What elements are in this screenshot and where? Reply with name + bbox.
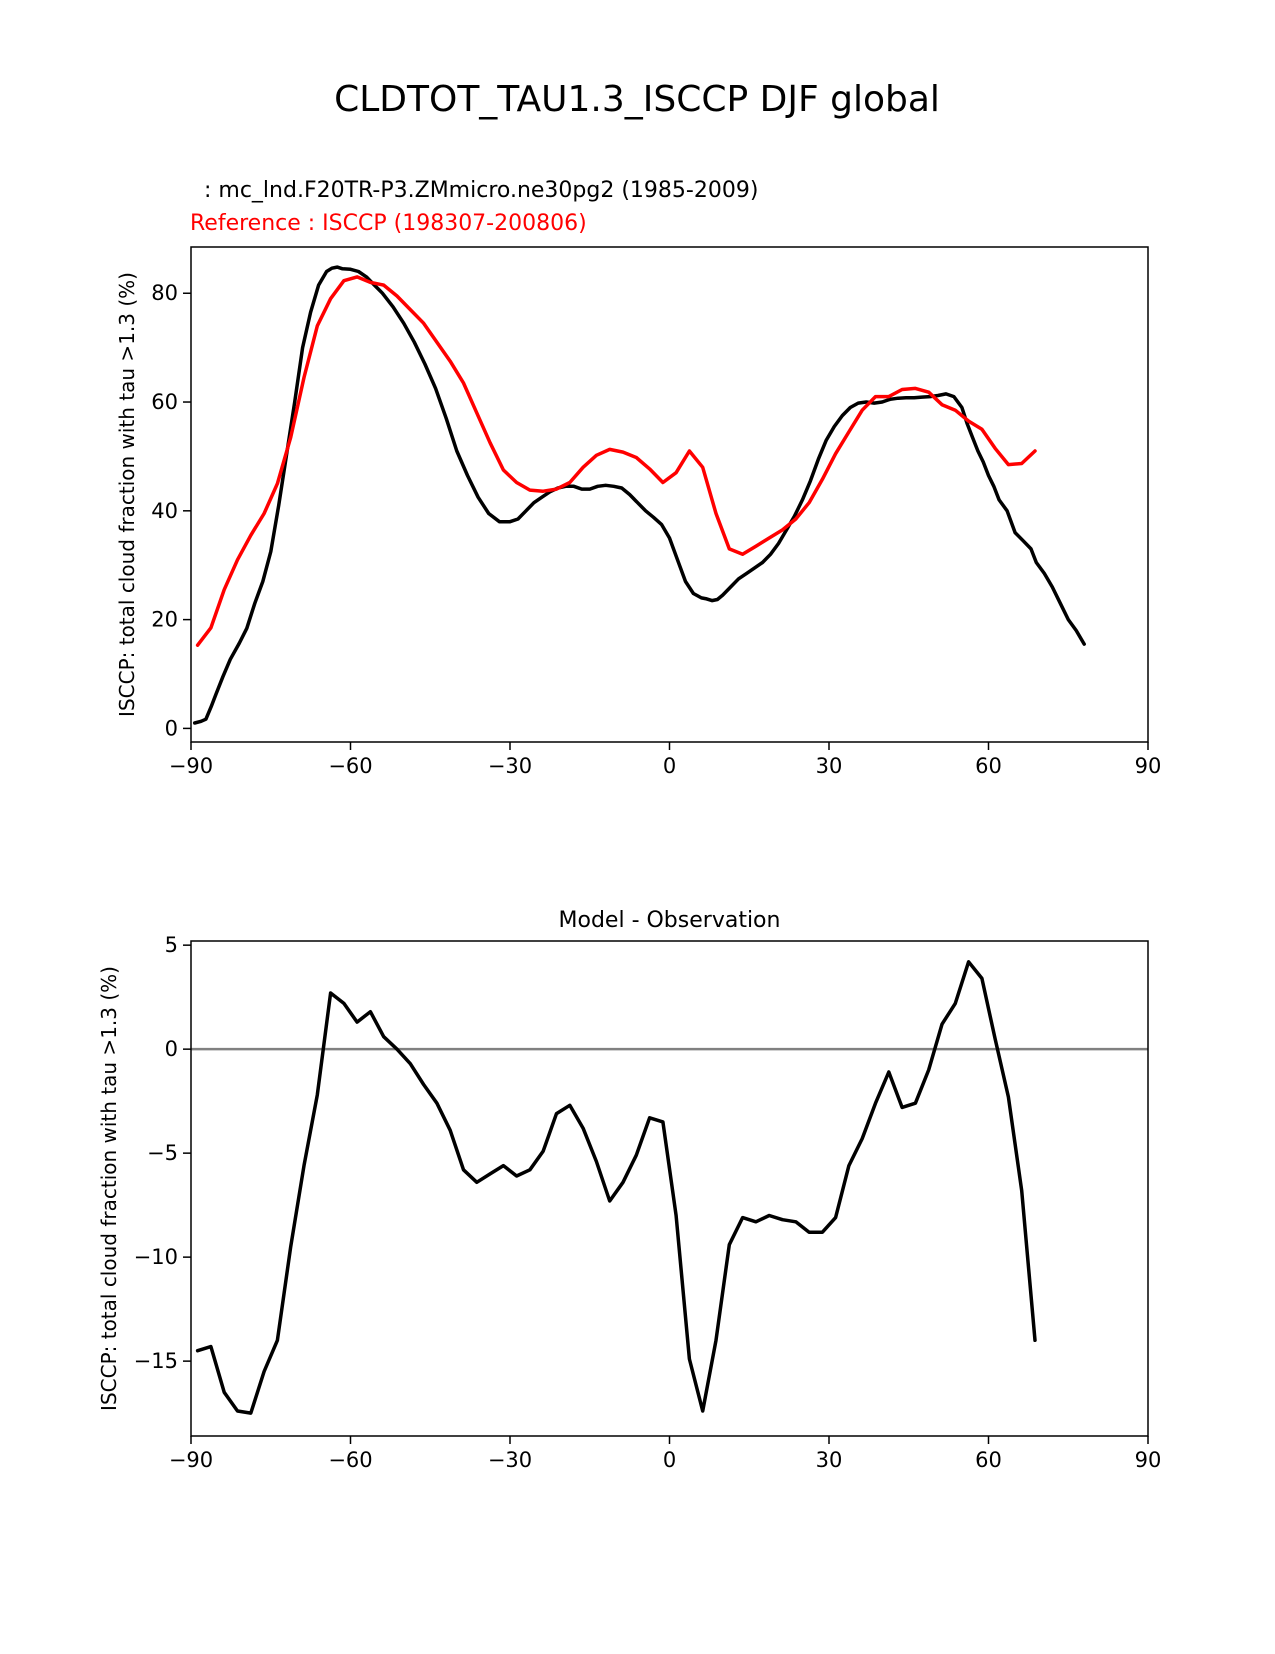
y-tick-label: 20 — [151, 608, 178, 632]
y-tick-label: 0 — [165, 716, 178, 740]
x-tick-label: 30 — [816, 754, 843, 778]
plot-frame — [190, 940, 1149, 1437]
test-dataset-label: : mc_lnd.F20TR-P3.ZMmicro.ne30pg2 (1985-… — [204, 178, 758, 203]
y-tick-label: 0 — [165, 1037, 178, 1061]
x-tick-label: 60 — [975, 1448, 1002, 1472]
y-tick-label: −10 — [134, 1245, 178, 1269]
difference-series-line — [195, 960, 1037, 1415]
x-tick-label: 30 — [816, 1448, 843, 1472]
x-tick-label: −60 — [328, 1448, 372, 1472]
y-tick-label: 60 — [151, 390, 178, 414]
x-tick-label: −90 — [169, 1448, 213, 1472]
x-tick-label: 0 — [663, 754, 676, 778]
y-tick-label: −5 — [147, 1141, 178, 1165]
x-tick-label: −30 — [488, 754, 532, 778]
x-tick-label: 0 — [663, 1448, 676, 1472]
reference-dataset-label: Reference : ISCCP (198307-200806) — [190, 211, 587, 236]
x-tick-label: 60 — [975, 754, 1002, 778]
x-tick-label: −90 — [169, 754, 213, 778]
y-tick-label: 5 — [165, 933, 178, 957]
test-series-line — [192, 265, 1086, 725]
panel-title: Model - Observation — [559, 908, 781, 933]
y-tick-label: 80 — [151, 281, 178, 305]
x-tick-label: 90 — [1135, 1448, 1162, 1472]
y-tick-label: 40 — [151, 499, 178, 523]
x-tick-label: 90 — [1135, 754, 1162, 778]
figure-title: CLDTOT_TAU1.3_ISCCP DJF global — [334, 79, 940, 120]
x-tick-label: −60 — [328, 754, 372, 778]
difference-panel: Model - Observation −90 −60 −30 0 30 60 90 5 0 −5 −… — [97, 908, 1161, 1472]
top-panel: −90 −60 −30 0 30 60 90 0 20 40 60 80 ISCCP: total cl… — [115, 246, 1162, 778]
plot-frame — [190, 246, 1149, 743]
x-tick-label: −30 — [488, 1448, 532, 1472]
reference-series-line — [195, 275, 1037, 647]
y-tick-label: −15 — [134, 1349, 178, 1373]
y-axis-label: ISCCP: total cloud fraction with tau >1.… — [97, 966, 121, 1411]
y-axis-label: ISCCP: total cloud fraction with tau >1.… — [115, 272, 139, 717]
